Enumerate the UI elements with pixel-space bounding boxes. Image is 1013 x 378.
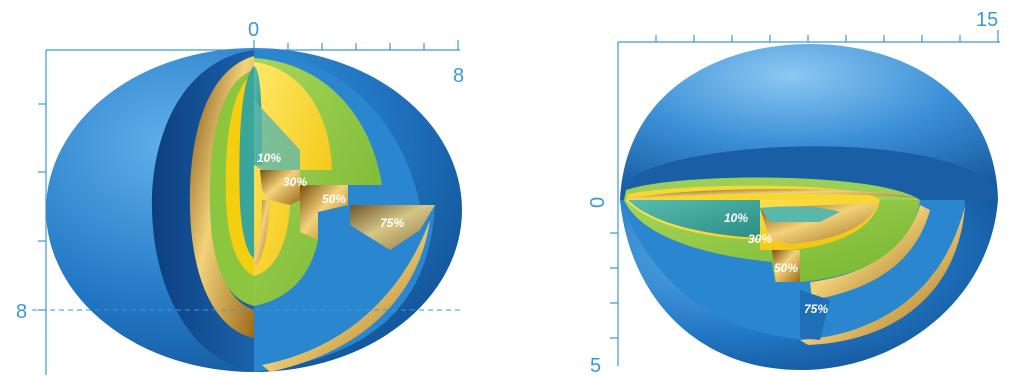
right-axes [610, 30, 1000, 366]
left-label-50: 50% [322, 192, 346, 206]
right-label-75: 75% [804, 302, 828, 316]
right-gold-step-75 [810, 205, 930, 300]
left-gold-step-75 [350, 205, 435, 250]
left-axis-label-eight-side: 8 [16, 301, 27, 323]
right-label-50: 50% [774, 261, 798, 275]
right-core-10-face [760, 206, 840, 222]
right-figure: 15 0 5 10% 30% 50% 75% [587, 9, 1000, 377]
left-figure: 0 8 8 10% 30% 50% 75% [16, 19, 464, 375]
left-label-30: 30% [283, 175, 307, 189]
right-axis-label-fifteen: 15 [976, 9, 998, 31]
left-core-10-face [254, 100, 300, 170]
left-axis-label-zero: 0 [248, 19, 259, 41]
left-label-75: 75% [380, 216, 404, 230]
right-axis-label-zero: 0 [587, 197, 609, 208]
left-gold-inner-edge [254, 200, 270, 268]
right-core-10 [628, 200, 760, 238]
left-gold-crescent [262, 220, 430, 372]
right-shell-75-notch [800, 290, 830, 340]
left-core-10-wall [239, 66, 254, 258]
left-gold-step-50 [300, 185, 348, 240]
right-label-30: 30% [748, 232, 772, 246]
left-label-10: 10% [257, 151, 281, 165]
right-gold-step-50 [772, 250, 800, 282]
left-axis-label-eight-top: 8 [453, 65, 464, 87]
right-label-10: 10% [724, 211, 748, 225]
left-gold-step-30 [260, 170, 300, 205]
right-gold-ring [630, 189, 918, 200]
right-axis-label-five: 5 [590, 355, 601, 377]
left-gold-rim [189, 56, 254, 338]
